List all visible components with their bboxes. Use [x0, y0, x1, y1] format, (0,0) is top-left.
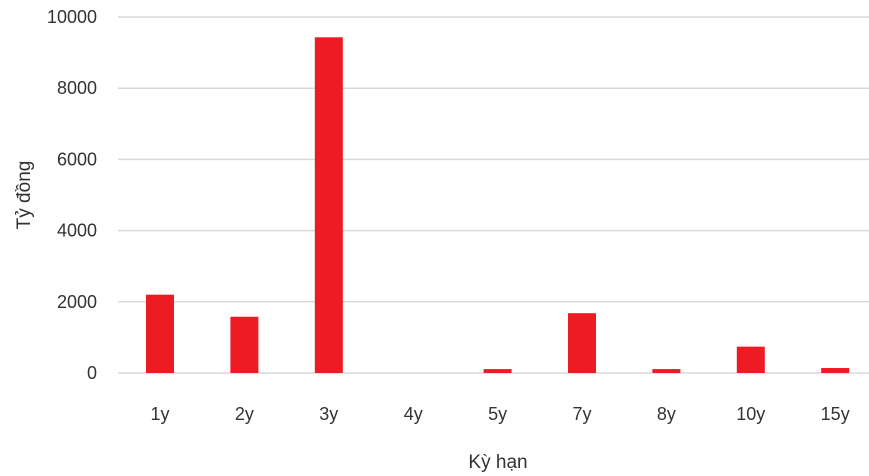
y-tick-label: 8000	[57, 78, 97, 98]
bar-7y	[568, 313, 596, 373]
bar-10y	[737, 347, 765, 373]
x-tick-label: 1y	[150, 404, 169, 424]
y-tick-label: 6000	[57, 149, 97, 169]
x-axis-ticks: 1y 2y 3y 4y 5y 7y 8y 10y 15y	[150, 404, 849, 424]
bar-3y	[315, 37, 343, 373]
y-tick-label: 4000	[57, 221, 97, 241]
x-tick-label: 10y	[736, 404, 765, 424]
x-axis-label: Kỳ hạn	[468, 452, 527, 473]
y-axis-ticks: 0 2000 4000 6000 8000 10000	[47, 7, 97, 383]
x-tick-label: 2y	[235, 404, 254, 424]
y-axis-label: Tỷ đồng	[14, 161, 35, 230]
bar-5y	[484, 369, 512, 373]
y-tick-label: 0	[87, 363, 97, 383]
bar-8y	[652, 369, 680, 373]
x-tick-label: 4y	[404, 404, 423, 424]
x-tick-label: 3y	[319, 404, 338, 424]
y-tick-label: 10000	[47, 7, 97, 27]
x-tick-label: 8y	[657, 404, 676, 424]
bar-1y	[146, 295, 174, 373]
x-tick-label: 15y	[821, 404, 850, 424]
bar-15y	[821, 368, 849, 373]
bar-2y	[230, 317, 258, 373]
y-tick-label: 2000	[57, 292, 97, 312]
x-tick-label: 5y	[488, 404, 507, 424]
x-tick-label: 7y	[572, 404, 591, 424]
